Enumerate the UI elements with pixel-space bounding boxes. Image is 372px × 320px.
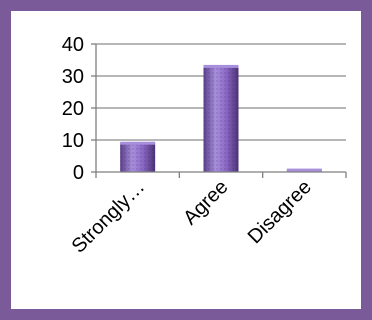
y-tick-label: 0	[73, 162, 84, 184]
category-label: Agree	[179, 176, 232, 229]
y-tick-label: 20	[62, 98, 84, 120]
category-label: Disagree	[244, 176, 316, 248]
y-tick-label: 10	[62, 130, 84, 152]
axes	[91, 43, 347, 178]
y-tick-labels: 0 10 20 30 40	[62, 34, 84, 184]
bars	[120, 64, 322, 172]
y-tick-label: 30	[62, 66, 84, 88]
bar	[203, 64, 239, 172]
category-label: Strongly…	[68, 176, 150, 258]
bar-texture	[120, 143, 156, 172]
bar	[286, 168, 322, 172]
bar-top-edge	[120, 141, 156, 145]
bar-top-edge	[286, 168, 322, 172]
bar-top-edge	[203, 64, 239, 68]
category-labels: Strongly… Agree Disagree	[68, 176, 316, 258]
y-tick-label: 40	[62, 34, 84, 56]
bar-texture	[203, 66, 239, 172]
bar	[120, 141, 156, 172]
